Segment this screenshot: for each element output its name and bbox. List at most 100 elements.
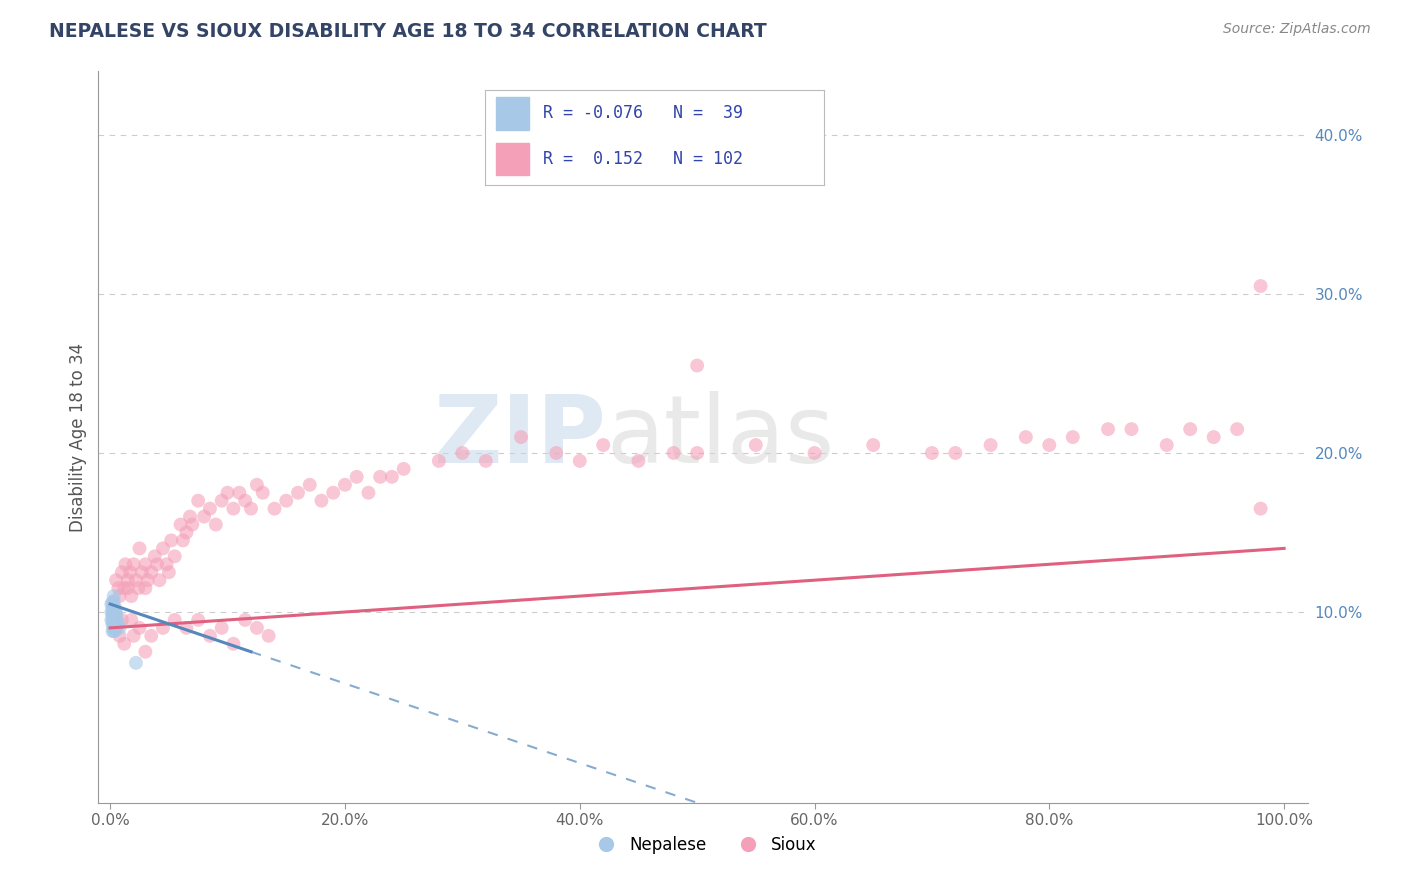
- Point: [187, 493, 209, 508]
- Point: [257, 629, 280, 643]
- Point: [172, 533, 194, 548]
- Point: [120, 613, 142, 627]
- Point: [117, 573, 139, 587]
- Point: [1250, 501, 1272, 516]
- Point: [233, 493, 256, 508]
- Point: [117, 581, 139, 595]
- Point: [103, 605, 125, 619]
- Point: [198, 501, 221, 516]
- Point: [103, 621, 125, 635]
- Point: [104, 621, 127, 635]
- Point: [107, 617, 129, 632]
- Point: [233, 613, 256, 627]
- Point: [346, 470, 368, 484]
- Point: [103, 617, 125, 632]
- Point: [103, 615, 125, 629]
- Point: [322, 485, 344, 500]
- Point: [263, 501, 285, 516]
- Point: [921, 446, 943, 460]
- Point: [103, 611, 125, 625]
- Point: [204, 517, 226, 532]
- Point: [568, 454, 591, 468]
- Point: [217, 485, 239, 500]
- Point: [134, 558, 156, 572]
- Point: [105, 605, 128, 619]
- Point: [101, 613, 124, 627]
- Point: [662, 446, 685, 460]
- Point: [1180, 422, 1202, 436]
- Point: [101, 595, 124, 609]
- Point: [101, 605, 124, 619]
- Point: [120, 566, 142, 580]
- Point: [252, 485, 274, 500]
- Point: [745, 438, 768, 452]
- Point: [163, 549, 186, 564]
- Point: [152, 541, 174, 556]
- Point: [945, 446, 967, 460]
- Point: [128, 541, 150, 556]
- Point: [125, 656, 148, 670]
- Point: [101, 617, 124, 632]
- Point: [176, 525, 198, 540]
- Point: [104, 600, 127, 615]
- Point: [157, 566, 180, 580]
- Point: [122, 629, 145, 643]
- Point: [114, 558, 136, 572]
- Point: [686, 446, 709, 460]
- Point: [179, 509, 201, 524]
- Point: [1250, 279, 1272, 293]
- Point: [101, 600, 124, 615]
- Point: [104, 615, 127, 629]
- Point: [592, 438, 614, 452]
- Point: [510, 430, 533, 444]
- Point: [105, 621, 128, 635]
- Point: [152, 621, 174, 635]
- Point: [169, 517, 191, 532]
- Point: [546, 446, 568, 460]
- Point: [1156, 438, 1178, 452]
- Point: [176, 621, 198, 635]
- Point: [111, 566, 134, 580]
- Point: [246, 477, 269, 491]
- Point: [246, 621, 269, 635]
- Point: [222, 637, 245, 651]
- Point: [134, 581, 156, 595]
- Point: [105, 608, 128, 623]
- Point: [104, 624, 127, 638]
- Point: [392, 462, 415, 476]
- Point: [187, 613, 209, 627]
- Point: [103, 594, 125, 608]
- Point: [105, 573, 128, 587]
- Point: [333, 477, 356, 491]
- Point: [148, 573, 170, 587]
- Point: [1038, 438, 1060, 452]
- Point: [101, 608, 124, 623]
- Point: [131, 566, 153, 580]
- Point: [141, 629, 163, 643]
- Point: [105, 617, 128, 632]
- Point: [108, 589, 131, 603]
- Point: [181, 517, 204, 532]
- Point: [104, 608, 127, 623]
- Point: [287, 485, 309, 500]
- Point: [357, 485, 380, 500]
- Point: [686, 359, 709, 373]
- Point: [103, 602, 125, 616]
- Point: [193, 509, 215, 524]
- Point: [143, 549, 166, 564]
- Point: [228, 485, 250, 500]
- Point: [146, 558, 169, 572]
- Point: [627, 454, 650, 468]
- Point: [111, 613, 134, 627]
- Point: [862, 438, 884, 452]
- Point: [127, 581, 149, 595]
- Point: [980, 438, 1002, 452]
- Point: [100, 613, 122, 627]
- Point: [222, 501, 245, 516]
- Point: [100, 605, 122, 619]
- Point: [160, 533, 183, 548]
- Point: [276, 493, 298, 508]
- Point: [134, 645, 156, 659]
- Point: [125, 573, 148, 587]
- Legend: Nepalese, Sioux: Nepalese, Sioux: [582, 829, 824, 860]
